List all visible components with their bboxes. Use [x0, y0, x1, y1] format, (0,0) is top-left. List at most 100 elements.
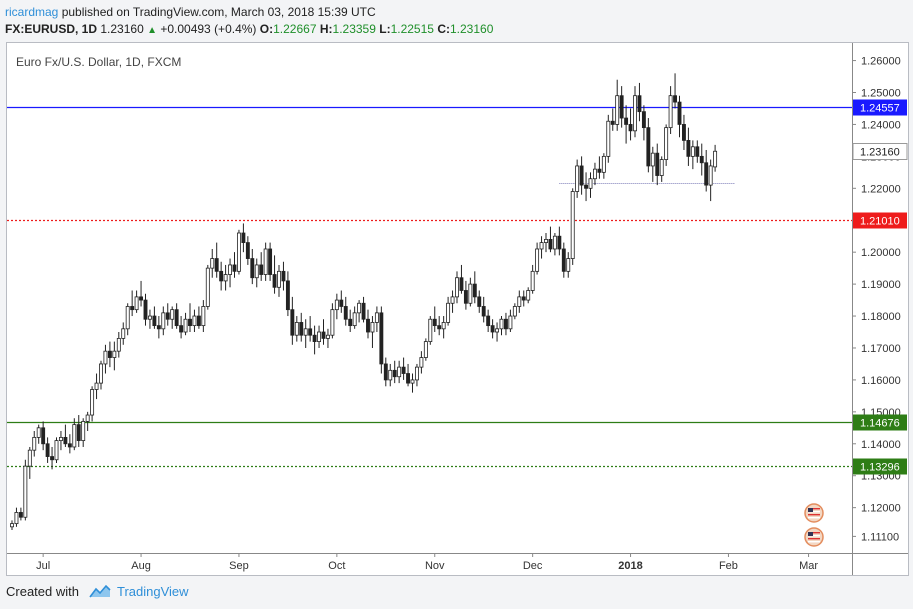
candle-body — [18, 512, 23, 518]
candle-body — [512, 306, 517, 317]
last-price-tag — [852, 143, 908, 160]
close-value: 1.23160 — [449, 22, 494, 36]
candle-body — [633, 95, 637, 132]
candle-body — [677, 101, 682, 125]
candle-body — [713, 150, 718, 168]
candle-body — [236, 232, 241, 272]
price-change: +0.00493 (+0.4%) — [160, 22, 257, 36]
candle-body — [406, 373, 410, 384]
us-flag-event-icon[interactable] — [804, 527, 824, 547]
candle-body — [72, 424, 77, 448]
candle-body — [250, 258, 255, 279]
chart-pane[interactable]: 1.260001.250001.240001.230001.220001.210… — [6, 42, 909, 576]
high-value: 1.23359 — [332, 22, 376, 36]
candle-body — [330, 309, 335, 336]
candle-body — [588, 178, 593, 189]
time-axis-label: Sep — [229, 560, 249, 572]
us-flag-event-icon[interactable] — [804, 503, 824, 523]
candle-body — [468, 283, 473, 304]
candle-body — [67, 443, 72, 448]
candle-body — [299, 322, 304, 336]
candle-body — [392, 369, 397, 378]
price-tick-label: 1.12000 — [861, 503, 901, 515]
candle-body — [103, 350, 108, 365]
chart-header: ricardmag published on TradingView.com, … — [0, 0, 913, 42]
candle-body — [143, 299, 148, 320]
candle-body — [339, 299, 344, 307]
symbol-info: FX:EURUSD, 1D 1.23160 ▲ +0.00493 (+0.4%)… — [5, 22, 493, 36]
low-label: L: — [379, 22, 391, 36]
candle-body — [23, 465, 28, 518]
candle-body — [401, 366, 406, 374]
candle-body — [36, 427, 41, 438]
candle-body — [481, 306, 486, 317]
candle-body — [593, 168, 597, 180]
tradingview-brand-link[interactable]: TradingView — [117, 584, 189, 599]
price-tick-label: 1.16000 — [861, 375, 901, 387]
candle-body — [708, 165, 713, 186]
created-with-text: Created with — [6, 584, 79, 599]
candle-body — [566, 258, 571, 272]
candle-body — [472, 283, 477, 298]
candlestick-chart[interactable]: 1.260001.250001.240001.230001.220001.210… — [7, 43, 908, 575]
candle-body — [459, 277, 464, 291]
candle-body — [628, 124, 633, 132]
candle-body — [59, 436, 63, 441]
candle-body — [263, 248, 268, 275]
candle-body — [254, 264, 259, 279]
candle-body — [535, 248, 540, 272]
candle-body — [379, 312, 384, 365]
candle-body — [486, 315, 491, 327]
candle-body — [432, 318, 437, 327]
candle-body — [410, 379, 415, 384]
candle-body — [134, 296, 139, 311]
candle-body — [637, 95, 642, 113]
candle-body — [575, 165, 580, 192]
candle-body — [139, 296, 143, 301]
time-axis-label: Aug — [131, 560, 151, 572]
candle-body — [495, 328, 499, 333]
time-axis-label: Dec — [523, 560, 543, 572]
candle-body — [664, 127, 669, 160]
candle-body — [121, 328, 126, 339]
level-price-tag — [853, 458, 907, 475]
price-tick-label: 1.20000 — [861, 247, 901, 259]
candle-body — [646, 127, 651, 167]
candle-body — [277, 270, 281, 288]
candle-body — [517, 296, 522, 307]
price-tick-label: 1.18000 — [861, 311, 901, 323]
high-label: H: — [319, 22, 333, 36]
level-price-label: 1.21010 — [860, 216, 900, 228]
candle-body — [223, 274, 228, 282]
candle-body — [308, 328, 313, 336]
candle-body — [423, 341, 428, 358]
candle-body — [201, 306, 206, 327]
price-tick-label: 1.19000 — [861, 279, 901, 291]
candle-body — [584, 184, 588, 189]
candle-body — [183, 318, 188, 333]
candle-body — [343, 306, 348, 320]
close-label: C: — [437, 22, 450, 36]
candle-body — [659, 159, 664, 176]
price-tick-label: 1.25000 — [861, 87, 901, 99]
author-link[interactable]: ricardmag — [5, 5, 59, 19]
candle-body — [446, 302, 451, 323]
candle-body — [170, 309, 175, 320]
candle-body — [619, 95, 624, 119]
time-axis-label: Oct — [328, 560, 345, 572]
candle-body — [508, 315, 513, 330]
candle-body — [530, 270, 535, 291]
candle-body — [499, 318, 504, 330]
candle-body — [50, 456, 54, 461]
candle-body — [348, 318, 353, 327]
candle-body — [579, 165, 584, 186]
candle-body — [673, 95, 677, 103]
candle-body — [352, 312, 357, 327]
tradingview-logo-icon[interactable] — [88, 583, 112, 601]
chart-title: Euro Fx/U.S. Dollar, 1D, FXCM — [16, 55, 181, 69]
candle-body — [650, 152, 655, 167]
candle-body — [695, 146, 700, 157]
level-price-label: 1.13296 — [860, 462, 900, 474]
candle-body — [704, 162, 709, 186]
candle-body — [441, 322, 446, 330]
